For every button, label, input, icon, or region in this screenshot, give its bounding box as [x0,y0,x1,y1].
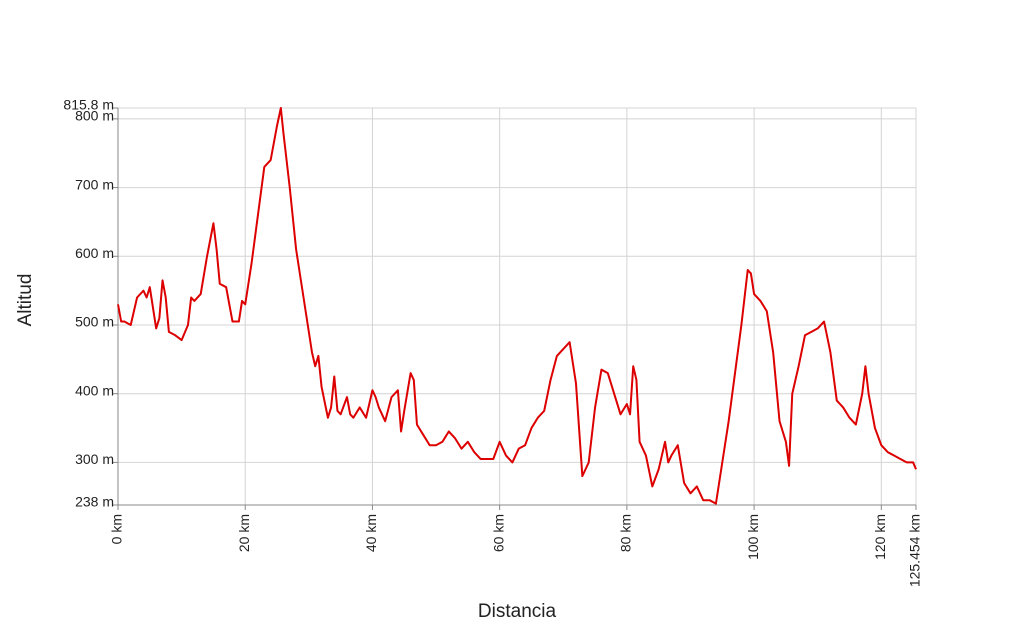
y-tick-label: 600 m [75,245,114,261]
y-tick-label: 238 m [75,494,114,510]
x-axis-title: Distancia [478,601,557,622]
y-tick-label: 500 m [75,314,114,330]
y-tick-label: 400 m [75,382,114,398]
x-tick-label: 100 km [745,514,761,560]
y-tick-label: 700 m [75,176,114,192]
x-tick-label: 20 km [236,514,252,552]
x-tick-label: 40 km [363,514,379,552]
x-tick-label: 120 km [872,514,888,560]
y-axis-title: Altitud [15,274,36,327]
elevation-line [117,107,917,505]
y-tick-label: 815.8 m [63,97,114,113]
x-tick-label: 60 km [490,514,506,552]
x-tick-label: 80 km [618,514,634,552]
y-tick-label: 300 m [75,451,114,467]
y-tick-label: 800 m [75,108,114,124]
x-tick-label: 125.454 km [907,514,923,587]
x-tick-label: 0 km [109,514,125,544]
